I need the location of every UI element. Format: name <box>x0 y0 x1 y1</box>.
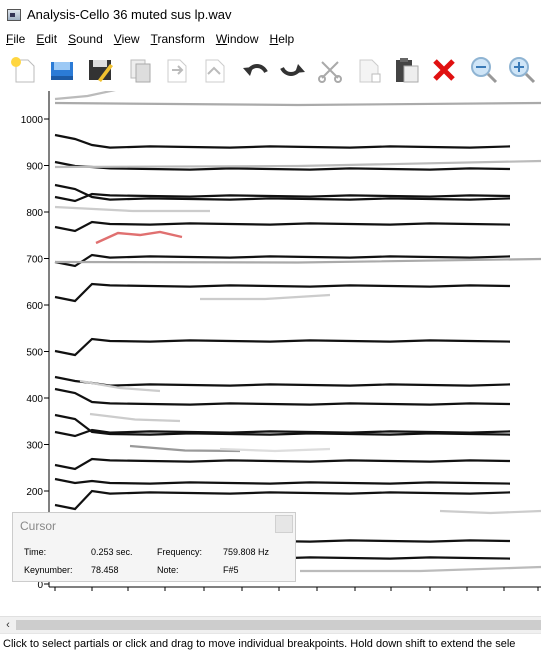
note-value: F#5 <box>223 565 239 575</box>
duplicate-icon[interactable] <box>352 54 384 86</box>
menu-label-rest: dit <box>44 32 58 46</box>
y-tick-label: 1000 <box>21 115 44 126</box>
partial-track <box>54 489 511 511</box>
partial-track <box>54 477 511 485</box>
y-tick-label: 800 <box>26 208 43 219</box>
menu-transform[interactable]: Transform <box>151 32 205 46</box>
menu-label-rest: ound <box>76 32 103 46</box>
partial-track-faint <box>54 257 541 264</box>
close-icon[interactable] <box>275 515 293 533</box>
menu-accel: W <box>215 32 228 46</box>
menu-window[interactable]: Window <box>216 32 259 46</box>
partial-track <box>54 375 511 387</box>
note-label: Note: <box>157 565 179 575</box>
menu-sound[interactable]: Sound <box>68 32 103 46</box>
menu-file[interactable]: File <box>6 32 25 46</box>
partial-track <box>54 253 511 268</box>
save-as-icon[interactable] <box>84 54 116 86</box>
horizontal-scrollbar[interactable]: ‹ <box>0 616 541 633</box>
new-file-icon[interactable] <box>8 54 40 86</box>
partial-track-faint <box>54 101 541 107</box>
frequency-label: Frequency: <box>157 547 203 557</box>
title-bar: Analysis-Cello 36 muted sus lp.wav <box>0 0 541 29</box>
partial-track <box>54 133 511 149</box>
cursor-panel: Cursor Time: 0.253 sec. Frequency: 759.8… <box>12 512 296 582</box>
time-value: 0.253 sec. <box>91 547 133 557</box>
zoom-out-icon[interactable] <box>468 54 500 86</box>
partial-track <box>54 428 511 438</box>
partial-track-faint <box>300 565 541 573</box>
menu-label-rest: elp <box>278 32 295 46</box>
partial-track <box>54 192 511 203</box>
delete-icon[interactable] <box>428 54 460 86</box>
menu-accel: H <box>269 32 279 46</box>
menu-bar: File Edit Sound View Transform Window Help <box>0 29 541 49</box>
menu-accel: T <box>150 32 158 46</box>
y-tick-label: 900 <box>26 162 43 173</box>
menu-accel: E <box>36 32 45 46</box>
zoom-in-icon[interactable] <box>506 54 538 86</box>
copy-icon[interactable] <box>124 54 156 86</box>
cut-icon[interactable] <box>314 54 346 86</box>
menu-accel: S <box>68 32 77 46</box>
undo-icon[interactable] <box>240 54 272 86</box>
partial-track-faint <box>54 159 541 169</box>
time-label: Time: <box>24 547 47 557</box>
menu-edit[interactable]: Edit <box>36 32 57 46</box>
partial-track-faint <box>219 447 331 453</box>
partial-track-faint <box>129 444 241 453</box>
keynumber-label: Keynumber: <box>24 565 73 575</box>
partial-track-faint <box>200 293 331 301</box>
keynumber-value: 78.458 <box>91 565 119 575</box>
y-tick-label: 700 <box>26 255 43 266</box>
status-bar: Click to select partials or click and dr… <box>0 633 541 654</box>
partial-track <box>54 220 511 233</box>
partial-track-faint <box>439 509 541 515</box>
y-tick-label: 400 <box>26 394 43 405</box>
partial-track <box>54 183 511 201</box>
menu-label-rest: iew <box>121 32 140 46</box>
cursor-panel-title: Cursor <box>20 519 57 533</box>
menu-label-rest: ile <box>13 32 26 46</box>
redo-icon[interactable] <box>276 54 308 86</box>
menu-help[interactable]: Help <box>270 32 295 46</box>
selected-partial <box>95 230 183 245</box>
y-tick-label: 500 <box>26 348 43 359</box>
frequency-value: 759.808 Hz <box>223 547 270 557</box>
toolbar <box>0 49 541 91</box>
app-icon <box>7 8 21 21</box>
partial-track-faint <box>54 87 121 101</box>
partial-track-faint <box>79 379 161 393</box>
scrollbar-thumb[interactable] <box>16 620 541 630</box>
menu-label-rest: indow <box>227 32 259 46</box>
y-tick-label: 200 <box>26 487 43 498</box>
scroll-left-arrow-icon[interactable]: ‹ <box>6 619 10 631</box>
y-tick-label: 0 <box>37 580 43 591</box>
menu-accel: F <box>6 32 14 46</box>
partial-track-faint <box>54 205 210 213</box>
clipboard-icon[interactable] <box>390 54 422 86</box>
paste-arrow-icon[interactable] <box>160 54 192 86</box>
menu-accel: V <box>113 32 122 46</box>
window-title: Analysis-Cello 36 muted sus lp.wav <box>27 7 232 22</box>
y-tick-label: 300 <box>26 441 43 452</box>
partial-track <box>54 337 511 357</box>
y-tick-label: 600 <box>26 301 43 312</box>
partial-track <box>54 282 511 303</box>
partial-track <box>54 413 511 436</box>
partial-track <box>54 387 511 406</box>
paste-into-icon[interactable] <box>198 54 230 86</box>
save-icon[interactable] <box>46 54 78 86</box>
partial-track <box>54 457 511 471</box>
partial-track-faint <box>89 412 181 423</box>
menu-label-rest: ransform <box>157 32 205 46</box>
menu-view[interactable]: View <box>114 32 140 46</box>
